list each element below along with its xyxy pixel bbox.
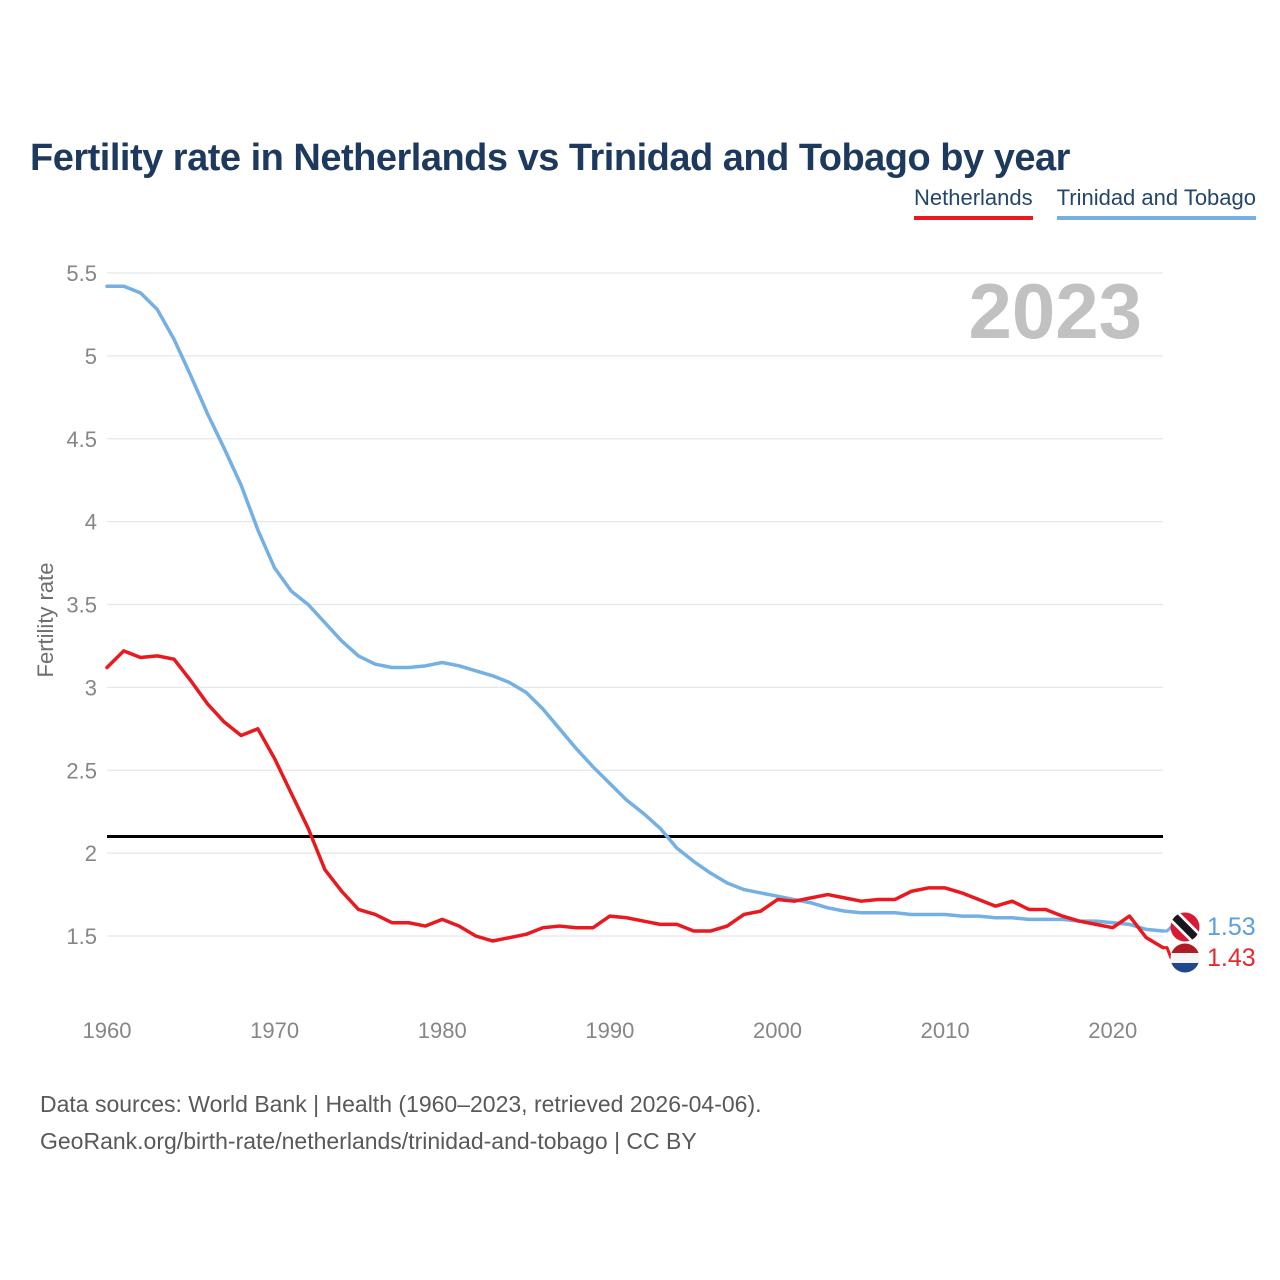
svg-text:4.5: 4.5 [66,427,97,452]
series-end-label-trinidad-and-tobago: 1.53 [1170,912,1256,942]
page-title: Fertility rate in Netherlands vs Trinida… [30,137,1070,180]
svg-text:5: 5 [85,344,97,369]
legend: Netherlands Trinidad and Tobago [913,185,1256,220]
end-value-trinidad-and-tobago: 1.53 [1207,912,1256,941]
svg-text:1960: 1960 [83,1018,132,1043]
svg-text:1980: 1980 [418,1018,467,1043]
svg-text:1.5: 1.5 [66,924,97,949]
svg-text:3.5: 3.5 [66,593,97,618]
fertility-line-chart: 1.5 2 2.5 3 3.5 4 4.5 5 5.5 1960 1970 1980 1990 2000 2… [66,261,1175,1043]
footer-attribution: GeoRank.org/birth-rate/netherlands/trini… [40,1128,697,1154]
netherlands-flag-icon [1170,943,1200,973]
svg-text:2010: 2010 [921,1018,970,1043]
svg-text:2000: 2000 [753,1018,802,1043]
footer: Data sources: World Bank | Health (1960–… [40,1086,762,1160]
svg-text:4: 4 [85,510,97,535]
svg-text:5.5: 5.5 [66,261,97,286]
svg-text:1990: 1990 [585,1018,634,1043]
svg-text:1970: 1970 [250,1018,299,1043]
svg-text:2: 2 [85,841,97,866]
trinidad-and-tobago-flag-icon [1170,912,1200,942]
legend-label-trinidad-and-tobago: Trinidad and Tobago [1056,185,1256,210]
legend-label-netherlands: Netherlands [913,185,1033,210]
end-value-netherlands: 1.43 [1207,943,1256,972]
watermark-year: 2023 [968,267,1142,355]
legend-item-netherlands[interactable]: Netherlands [913,185,1033,220]
footer-data-sources: Data sources: World Bank | Health (1960–… [40,1091,762,1117]
svg-text:2.5: 2.5 [66,758,97,783]
legend-item-trinidad-and-tobago[interactable]: Trinidad and Tobago [1056,185,1256,220]
series-end-label-netherlands: 1.43 [1170,943,1256,973]
svg-text:3: 3 [85,675,97,700]
svg-text:2020: 2020 [1088,1018,1137,1043]
